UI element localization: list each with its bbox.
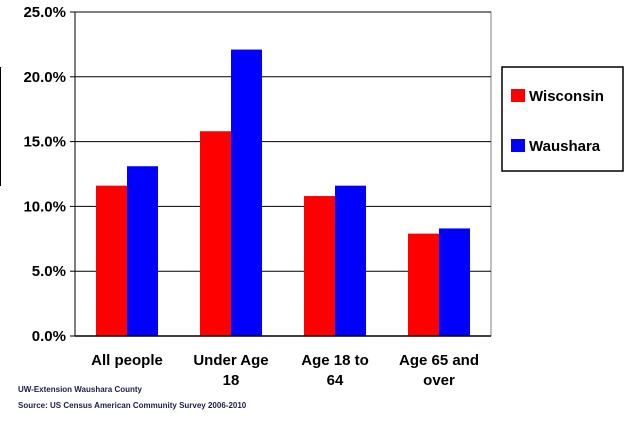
x-category-label: Under Age 18 [193,352,268,389]
x-category-label: All people [91,352,163,369]
bar-waushara [127,166,158,336]
y-axis-ticks: 0.0% 5.0% 10.0% 15.0% 20.0% 25.0% [23,4,75,345]
footnote-source-org: UW-Extension Waushara County [18,385,142,394]
bar-wisconsin [200,131,231,336]
legend-swatch-wisconsin [511,89,525,102]
bar-waushara [231,49,262,337]
legend-swatch-waushara [511,139,525,152]
x-category-label: Age 18 to 64 [301,352,369,389]
bars [96,49,470,337]
bar-wisconsin [304,196,335,336]
x-category-label: Age 65 and over [399,352,479,389]
y-tick-label: 5.0% [32,263,66,280]
legend-box [501,66,624,172]
bar-wisconsin [96,185,127,336]
footnote-source-survey: Source: US Census American Community Sur… [18,401,247,410]
y-tick-label: 20.0% [23,69,66,86]
y-tick-label: 15.0% [23,134,66,151]
bar-waushara [439,228,470,336]
bar-waushara [335,185,366,336]
y-tick-label: 25.0% [23,4,66,21]
legend-label-wisconsin: Wisconsin [529,88,604,105]
x-axis-labels: All people Under Age 18 Age 18 to 64 Age 65 a… [91,352,479,389]
bar-wisconsin [408,233,439,336]
y-tick-label: 10.0% [23,198,66,215]
y-tick-label: 0.0% [32,328,66,345]
legend-label-waushara: Waushara [529,138,601,155]
legend: Wisconsin Waushara [501,66,624,172]
